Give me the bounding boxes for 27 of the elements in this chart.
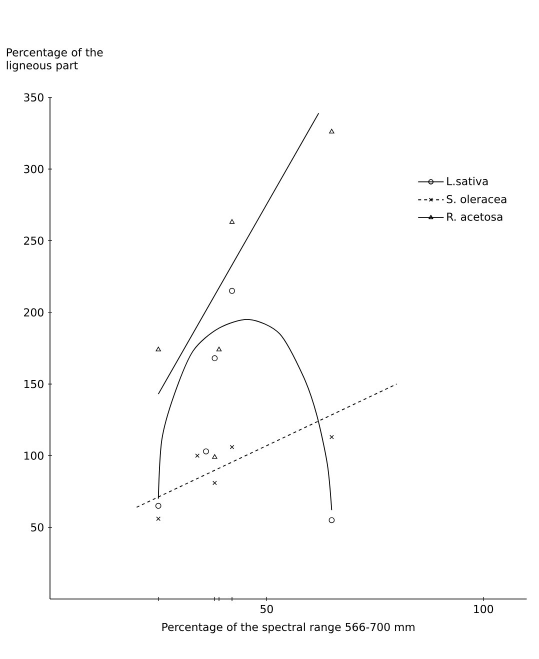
point xyxy=(212,355,218,362)
y-tick-label: 100 xyxy=(24,452,44,460)
point xyxy=(203,448,209,454)
point xyxy=(329,128,334,134)
point xyxy=(156,516,161,521)
point xyxy=(156,346,161,352)
point xyxy=(212,454,218,459)
point xyxy=(212,480,217,486)
x-axis-title: Percentage of the spectral range 566-700 mm xyxy=(162,622,414,634)
y-tick-label: 300 xyxy=(24,164,44,174)
point xyxy=(195,454,200,458)
legend-label: S. oleracea xyxy=(446,194,506,204)
y-tick-label: 150 xyxy=(24,380,44,388)
point xyxy=(155,502,162,509)
point xyxy=(330,434,334,440)
point xyxy=(216,346,222,352)
point xyxy=(229,219,235,224)
legend-label: L.sativa xyxy=(447,176,488,186)
y-tick-label: 50 xyxy=(31,523,44,532)
y-tick-label: 250 xyxy=(24,236,44,245)
y-tick-label: 350 xyxy=(24,93,44,102)
point xyxy=(328,517,335,524)
y-axis-title: Percentage of the ligneous part xyxy=(6,48,103,72)
y-tick-label: 200 xyxy=(24,308,44,317)
legend-label: R. acetosa xyxy=(447,212,502,221)
point xyxy=(229,288,235,294)
point xyxy=(230,444,234,450)
